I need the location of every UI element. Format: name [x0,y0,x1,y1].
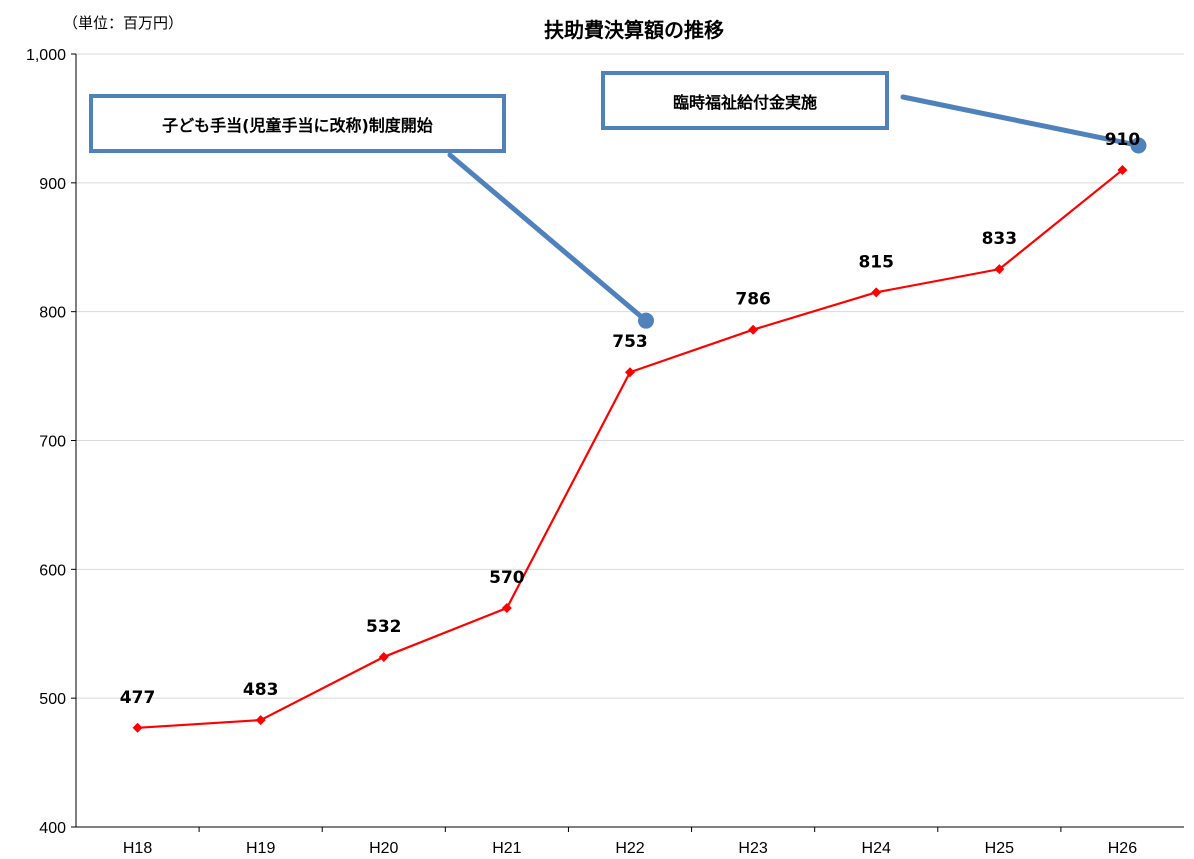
data-point-marker [1117,164,1128,175]
unit-label: （単位：百万円） [63,14,183,32]
x-tick-label: H26 [1108,840,1137,857]
y-tick-label: 600 [39,562,66,579]
data-label: 753 [612,332,648,352]
y-tick-label: 700 [39,434,66,451]
callout-leaders [447,94,1147,329]
callout-child-allowance: 子ども手当(児童手当に改称)制度開始 [89,94,506,153]
data-point-marker [501,602,512,613]
data-point-marker [625,367,635,378]
callout-leader-line [447,152,649,324]
x-tick-label: H18 [123,840,152,857]
data-labels: 477 483 532 570 753 786 815 833 910 [120,130,1141,708]
data-label: 815 [858,252,894,272]
data-label: 532 [366,617,402,637]
y-tick-label: 900 [39,176,66,193]
callout-leader-dot [638,312,655,329]
data-label: 833 [982,229,1018,249]
data-label: 483 [243,680,279,700]
callout-welfare-benefit: 臨時福祉給付金実施 [601,71,889,130]
data-point-marker [132,722,143,733]
x-tick-label: H22 [615,840,644,857]
x-axis-ticks: H18 H19 H20 H21 H22 H23 H24 H25 H26 [123,827,1137,857]
x-tick-label: H23 [738,840,767,857]
x-tick-label: H24 [862,840,891,857]
data-point-marker [748,324,759,335]
x-tick-label: H20 [369,840,398,857]
y-axis-ticks: 400 500 600 700 800 900 1,000 [26,47,76,837]
chart-title: 扶助費決算額の推移 [544,18,724,42]
y-tick-label: 1,000 [26,47,66,64]
series-line-path [137,169,1124,729]
series-line [132,164,1128,733]
callout-leader-line [900,94,1141,148]
data-point-marker [994,264,1005,275]
data-point-marker [871,287,882,298]
data-point-marker [255,715,266,726]
y-tick-label: 500 [39,691,66,708]
y-tick-label: 800 [39,305,66,322]
data-label: 786 [735,290,771,310]
callout-leader-dot [1130,137,1147,154]
x-tick-label: H25 [985,840,1014,857]
data-label: 570 [489,568,525,588]
data-label: 477 [120,688,156,708]
x-tick-label: H19 [246,840,275,857]
data-label: 910 [1105,130,1141,150]
data-point-marker [378,651,389,662]
y-tick-label: 400 [39,820,66,837]
gridlines [76,53,1184,699]
x-tick-label: H21 [492,840,521,857]
